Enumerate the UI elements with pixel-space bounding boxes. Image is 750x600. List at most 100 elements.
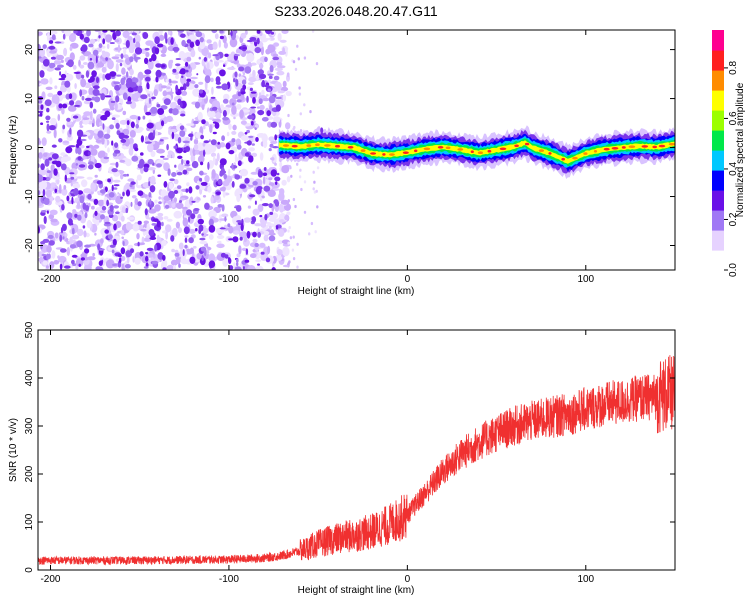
noise-blob-light <box>81 179 88 188</box>
noise-blob-dark <box>78 164 86 168</box>
y-tick-label: 300 <box>24 417 35 434</box>
noise-blob-light <box>233 116 236 120</box>
noise-blob-dark <box>273 75 280 81</box>
noise-blob-light <box>67 105 77 112</box>
noise-blob-dark <box>260 251 265 255</box>
noise-blob-sparse <box>303 103 306 107</box>
noise-blob-dark <box>219 69 226 77</box>
colorbar-tick-label: 0.0 <box>728 263 739 277</box>
noise-blob-sparse <box>289 166 292 170</box>
noise-blob-light <box>240 32 247 39</box>
noise-blob-light <box>117 44 121 53</box>
noise-blob-dark <box>84 212 88 219</box>
colorbar-tick-label: 0.4 <box>728 162 739 176</box>
noise-blob-light <box>255 259 262 263</box>
noise-blob-sparse <box>299 168 302 172</box>
noise-blob-dark <box>42 59 50 67</box>
noise-blob-dark <box>266 110 272 117</box>
noise-blob-light <box>223 93 230 101</box>
noise-blob-light <box>38 31 43 36</box>
noise-blob-dark <box>210 139 217 146</box>
noise-blob-dark <box>95 55 98 64</box>
noise-blob-dark <box>170 235 175 242</box>
noise-blob-dark <box>81 44 88 52</box>
noise-blob-dark <box>86 145 90 149</box>
noise-blob-light <box>120 229 125 236</box>
noise-blob-light <box>120 215 125 222</box>
trace-peak <box>315 143 320 146</box>
noise-blob-dark <box>46 210 49 214</box>
noise-blob-light <box>199 240 208 245</box>
noise-blob-dark <box>264 56 268 63</box>
y-tick-label: 20 <box>24 44 35 56</box>
noise-blob-sparse <box>298 86 301 90</box>
noise-blob-light <box>38 152 43 159</box>
noise-blob-light <box>150 150 156 158</box>
noise-blob-light <box>50 184 56 188</box>
noise-blob-dark <box>242 266 245 270</box>
noise-blob-light <box>190 154 196 163</box>
noise-blob-light <box>277 90 286 94</box>
noise-blob-dark <box>91 96 96 101</box>
noise-blob-dark <box>149 198 152 205</box>
snr-y-label: SNR (10 * v/v) <box>8 418 19 482</box>
noise-blob-dark <box>228 150 235 155</box>
noise-blob-light <box>278 240 283 245</box>
noise-blob-sparse <box>287 229 290 233</box>
noise-blob-light <box>207 185 212 193</box>
noise-blob-dark <box>263 84 270 88</box>
noise-blob-light <box>62 140 69 144</box>
noise-blob-light <box>201 104 205 111</box>
noise-blob-dark <box>246 230 251 239</box>
noise-blob-dark <box>61 204 65 211</box>
noise-blob-sparse <box>287 241 290 245</box>
noise-blob-light <box>219 187 226 192</box>
noise-blob-light <box>204 175 210 183</box>
noise-blob-dark <box>81 74 85 79</box>
noise-blob-dark <box>66 212 73 220</box>
noise-blob-sparse <box>300 187 303 192</box>
noise-blob-dark <box>151 223 157 226</box>
noise-blob-sparse <box>296 242 299 246</box>
noise-blob-dark <box>148 181 151 187</box>
noise-blob-light <box>269 104 273 112</box>
noise-blob-dark <box>222 98 229 104</box>
noise-blob-dark <box>190 136 193 141</box>
noise-blob-light <box>97 200 104 207</box>
noise-blob-dark <box>172 46 180 52</box>
x-tick-label: 0 <box>405 274 411 285</box>
noise-blob-light <box>70 92 77 101</box>
noise-blob-light <box>267 121 272 128</box>
noise-blob-dark <box>249 37 257 41</box>
noise-blob-dark <box>272 169 275 172</box>
noise-blob-dark <box>179 86 184 91</box>
noise-blob-dark <box>137 241 140 247</box>
noise-blob-dark <box>85 70 90 78</box>
noise-blob-dark <box>275 104 281 112</box>
noise-blob-light <box>221 213 229 218</box>
noise-blob-dark <box>211 106 218 111</box>
noise-blob-dark <box>135 123 139 129</box>
noise-blob-dark <box>97 243 101 251</box>
noise-blob-dark <box>250 106 257 109</box>
x-tick-label: -200 <box>40 574 60 585</box>
noise-blob-dark <box>238 66 245 72</box>
trace-peak <box>437 146 444 149</box>
noise-blob-light <box>178 50 186 61</box>
noise-blob-sparse <box>292 127 295 131</box>
noise-blob-light <box>261 195 265 199</box>
noise-blob-light <box>86 219 92 229</box>
noise-blob-dark <box>254 127 257 130</box>
noise-blob-light <box>192 88 201 97</box>
noise-blob-light <box>87 256 96 261</box>
noise-blob-light <box>105 152 108 157</box>
noise-blob-light <box>127 244 134 249</box>
trace-peak <box>621 146 626 149</box>
noise-blob-dark <box>147 158 154 165</box>
noise-blob-dark <box>270 121 278 128</box>
noise-blob-dark <box>133 56 141 60</box>
noise-blob-dark <box>48 240 55 246</box>
noise-blob-dark <box>256 186 263 191</box>
noise-blob-dark <box>235 258 239 263</box>
noise-blob-dark <box>111 140 114 146</box>
